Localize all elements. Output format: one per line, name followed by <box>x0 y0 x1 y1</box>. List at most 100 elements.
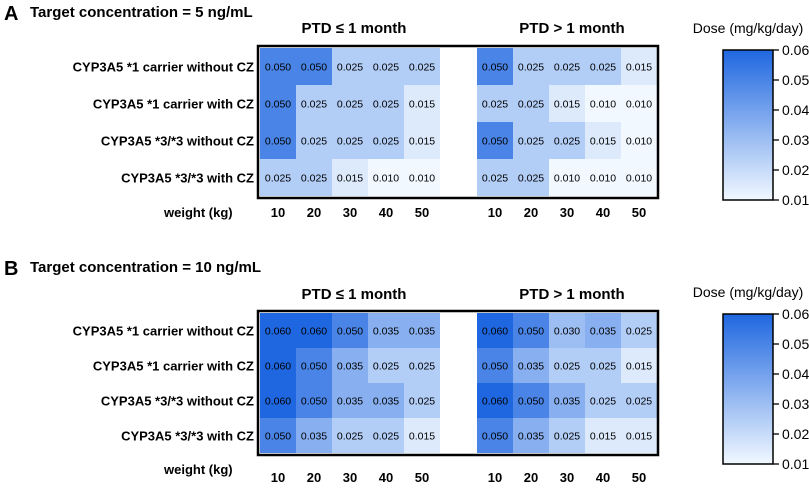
panel-b-cell <box>621 348 657 383</box>
panel-b-cell <box>404 418 440 453</box>
panel-b-cell <box>404 313 440 348</box>
panel-b-cell-value: 0.025 <box>373 361 399 373</box>
panel-a-cell-value: 0.015 <box>409 99 435 111</box>
panel-b-cell-value: 0.050 <box>301 361 327 373</box>
panel-b-cell-value: 0.035 <box>301 431 327 443</box>
panel-b-cell <box>260 418 296 453</box>
panel-a-group-left-title: PTD ≤ 1 month <box>302 20 407 37</box>
panel-b-cell-value: 0.035 <box>373 326 399 338</box>
panel-a-cell <box>549 159 585 196</box>
panel-a-cell <box>477 48 513 85</box>
panel-b-x-tick-label: 50 <box>415 470 429 485</box>
panel-b-colorbar-tick-label: 0.03 <box>782 396 809 412</box>
panel-b-cell-value: 0.035 <box>518 431 544 443</box>
panel-b-cell <box>585 383 621 418</box>
panel-a-cell-value: 0.050 <box>265 62 291 74</box>
panel-b-cell-value: 0.025 <box>626 326 652 338</box>
panel-a-cell-value: 0.010 <box>554 173 580 185</box>
panel-b-cell-value: 0.060 <box>265 326 291 338</box>
panel-b-cell <box>368 348 404 383</box>
panel-a-cell <box>404 85 440 122</box>
panel-b-cell-value: 0.050 <box>337 326 363 338</box>
panel-a-x-tick-label: 10 <box>271 205 285 220</box>
panel-b-cell <box>296 418 332 453</box>
panel-a-x-tick-label: 20 <box>307 205 321 220</box>
panel-a-x-tick-label: 50 <box>632 205 646 220</box>
panel-b-cell <box>296 348 332 383</box>
panel-a-colorbar-tick-label: 0.02 <box>782 162 809 178</box>
panel-a-x-tick-label: 30 <box>343 205 357 220</box>
panel-a-cell <box>621 48 657 85</box>
panel-b-x-tick-label: 50 <box>632 470 646 485</box>
panel-a-cell-value: 0.025 <box>373 136 399 148</box>
panel-a-frame-border <box>256 44 660 200</box>
panel-b-cell-value: 0.025 <box>590 361 616 373</box>
panel-b-cell <box>621 313 657 348</box>
panel-a-cell <box>513 122 549 159</box>
panel-b-letter: B <box>4 258 18 280</box>
panel-a-group-right-title: PTD > 1 month <box>519 20 624 37</box>
panel-a-row-label: CYP3A5 *1 carrier with CZ <box>93 97 254 112</box>
panel-a-cell <box>296 122 332 159</box>
panel-a-cell <box>621 159 657 196</box>
panel-a-cell-value: 0.010 <box>590 173 616 185</box>
panel-a-colorbar-tick-label: 0.06 <box>782 42 809 58</box>
panel-b-cell-value: 0.050 <box>265 431 291 443</box>
panel-a-x-tick-label: 40 <box>596 205 610 220</box>
panel-b-cell-value: 0.050 <box>518 396 544 408</box>
panel-a-cell <box>368 122 404 159</box>
panel-b-colorbar-tick-label: 0.01 <box>782 456 809 472</box>
panel-b-cell <box>585 418 621 453</box>
panel-a-title: Target concentration = 5 ng/mL <box>30 4 253 21</box>
panel-a-x-axis-label: weight (kg) <box>163 205 233 220</box>
panel-a-cell-value: 0.010 <box>373 173 399 185</box>
panel-b-x-tick-label: 20 <box>524 470 538 485</box>
panel-a-cell-value: 0.025 <box>337 99 363 111</box>
panel-a-cell <box>296 85 332 122</box>
panel-b-cell <box>260 348 296 383</box>
panel-a-cell-value: 0.025 <box>265 173 291 185</box>
panel-b-colorbar-tick-label: 0.06 <box>782 306 809 322</box>
panel-a-cell-value: 0.010 <box>626 99 652 111</box>
panel-b-cell-value: 0.030 <box>554 326 580 338</box>
panel-a-cell <box>332 85 368 122</box>
panel-a-cell-value: 0.025 <box>301 99 327 111</box>
panel-b-cell <box>513 348 549 383</box>
panel-a-cell <box>404 122 440 159</box>
panel-a-cell-value: 0.025 <box>518 99 544 111</box>
panel-a-cell-value: 0.015 <box>590 136 616 148</box>
panel-a-cell-value: 0.015 <box>337 173 363 185</box>
panel-a-row-label: CYP3A5 *3/*3 without CZ <box>101 134 254 149</box>
panel-b-cell-value: 0.025 <box>590 396 616 408</box>
panel-a-cell <box>585 85 621 122</box>
panel-a-colorbar-label: Dose (mg/kg/day) <box>693 20 803 36</box>
panel-a-cell-value: 0.025 <box>554 62 580 74</box>
panel-b-cell <box>549 418 585 453</box>
panel-b-cell <box>585 348 621 383</box>
panel-b-title: Target concentration = 10 ng/mL <box>30 259 261 276</box>
panel-b-cell-value: 0.050 <box>301 396 327 408</box>
panel-a-row-label: CYP3A5 *1 carrier without CZ <box>73 60 254 75</box>
panel-a-cell <box>260 85 296 122</box>
panel-b-cell-value: 0.025 <box>373 431 399 443</box>
panel-b-cell-value: 0.035 <box>337 396 363 408</box>
panel-b-cell <box>368 313 404 348</box>
panel-b-cell-value: 0.050 <box>518 326 544 338</box>
panel-b-cell-value: 0.035 <box>554 396 580 408</box>
panel-a-cell <box>477 159 513 196</box>
panel-b-cell <box>332 348 368 383</box>
panel-a-cell <box>549 122 585 159</box>
panel-b-cell <box>477 313 513 348</box>
panel-a-cell <box>513 159 549 196</box>
panel-b-cell-value: 0.015 <box>590 431 616 443</box>
panel-a-cell <box>513 48 549 85</box>
panel-b-cell-value: 0.025 <box>337 431 363 443</box>
panel-b-cell <box>332 418 368 453</box>
panel-a-letter: A <box>4 3 18 25</box>
panel-a-cell <box>585 159 621 196</box>
panel-b-cell <box>368 383 404 418</box>
panel-a-cell-value: 0.025 <box>482 99 508 111</box>
panel-a-cell-value: 0.025 <box>482 173 508 185</box>
panel-b-cell-value: 0.060 <box>301 326 327 338</box>
